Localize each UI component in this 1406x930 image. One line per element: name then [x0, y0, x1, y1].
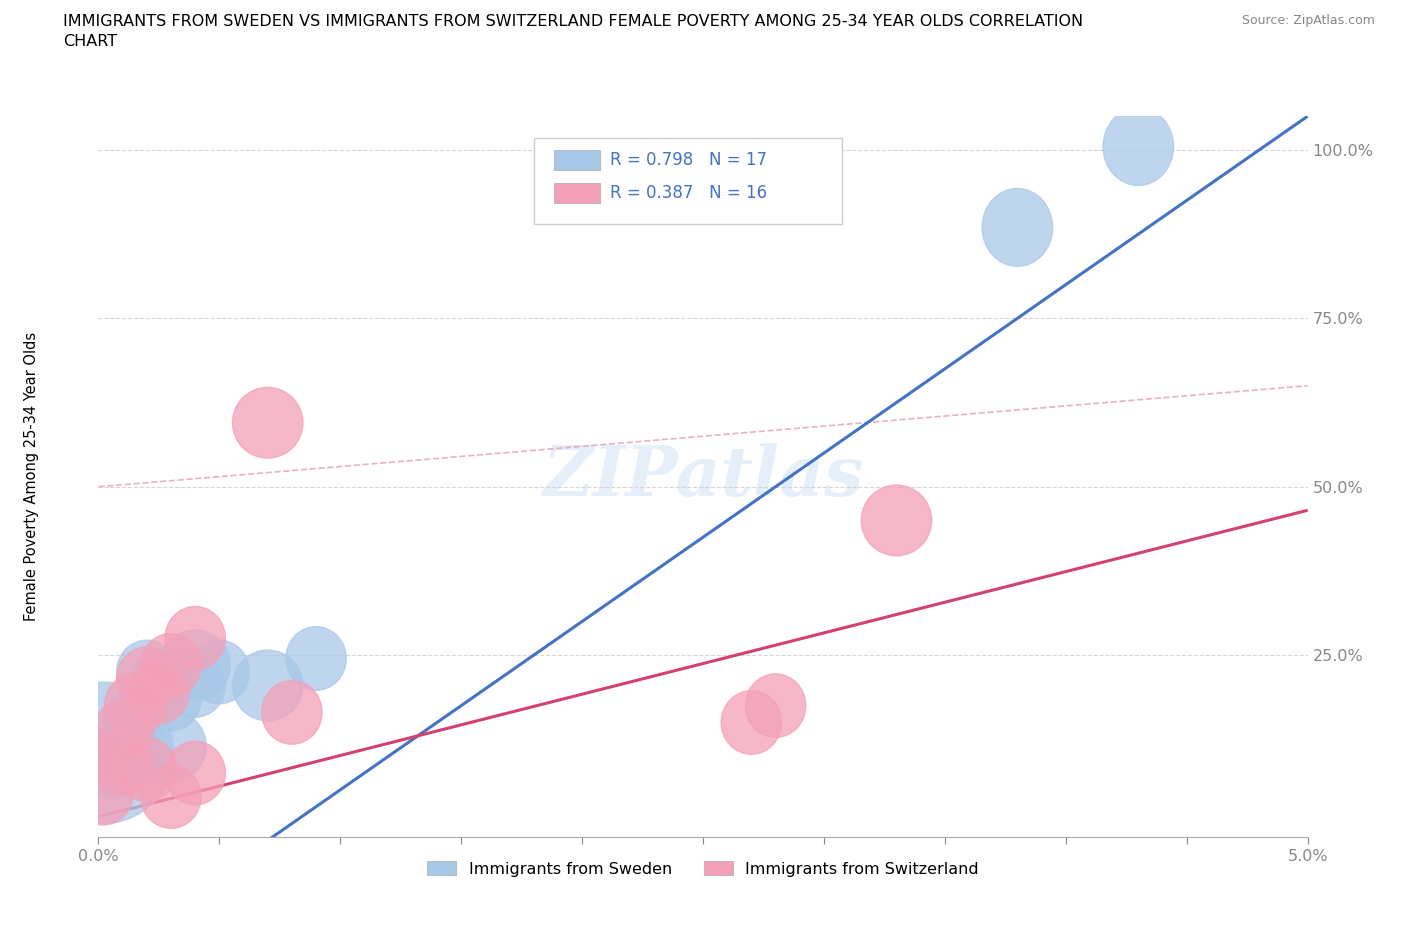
Ellipse shape — [862, 485, 932, 556]
Ellipse shape — [117, 737, 177, 802]
Text: Female Poverty Among 25-34 Year Olds: Female Poverty Among 25-34 Year Olds — [24, 332, 39, 621]
Ellipse shape — [141, 633, 201, 698]
Text: R = 0.387   N = 16: R = 0.387 N = 16 — [610, 183, 768, 202]
Ellipse shape — [73, 762, 134, 825]
FancyBboxPatch shape — [554, 150, 600, 170]
Ellipse shape — [165, 654, 225, 717]
Ellipse shape — [93, 731, 153, 795]
Ellipse shape — [93, 701, 153, 764]
Ellipse shape — [165, 741, 225, 804]
Ellipse shape — [86, 735, 146, 798]
Ellipse shape — [745, 674, 806, 737]
Ellipse shape — [141, 667, 201, 731]
Ellipse shape — [165, 606, 225, 671]
Ellipse shape — [136, 711, 207, 781]
Ellipse shape — [1104, 108, 1174, 185]
Ellipse shape — [129, 654, 190, 717]
Text: ZIPatlas: ZIPatlas — [543, 443, 863, 511]
Ellipse shape — [82, 727, 125, 778]
Ellipse shape — [141, 764, 201, 829]
Ellipse shape — [232, 388, 302, 458]
Ellipse shape — [129, 660, 190, 724]
Ellipse shape — [285, 627, 346, 690]
Text: Source: ZipAtlas.com: Source: ZipAtlas.com — [1241, 14, 1375, 27]
Ellipse shape — [32, 682, 174, 824]
Text: IMMIGRANTS FROM SWEDEN VS IMMIGRANTS FROM SWITZERLAND FEMALE POVERTY AMONG 25-34: IMMIGRANTS FROM SWEDEN VS IMMIGRANTS FRO… — [63, 14, 1084, 29]
Ellipse shape — [160, 630, 231, 700]
Legend: Immigrants from Sweden, Immigrants from Switzerland: Immigrants from Sweden, Immigrants from … — [420, 855, 986, 884]
FancyBboxPatch shape — [554, 182, 600, 203]
Ellipse shape — [103, 721, 163, 785]
Text: CHART: CHART — [63, 34, 117, 49]
Ellipse shape — [100, 694, 160, 758]
Ellipse shape — [262, 681, 322, 744]
Ellipse shape — [117, 647, 177, 711]
Ellipse shape — [721, 691, 782, 754]
Ellipse shape — [111, 681, 172, 744]
Ellipse shape — [93, 714, 153, 777]
FancyBboxPatch shape — [534, 138, 842, 224]
Ellipse shape — [117, 640, 177, 704]
Ellipse shape — [188, 640, 250, 704]
Ellipse shape — [104, 674, 165, 737]
Ellipse shape — [983, 189, 1053, 266]
Text: R = 0.798   N = 17: R = 0.798 N = 17 — [610, 152, 766, 169]
Ellipse shape — [232, 650, 302, 721]
